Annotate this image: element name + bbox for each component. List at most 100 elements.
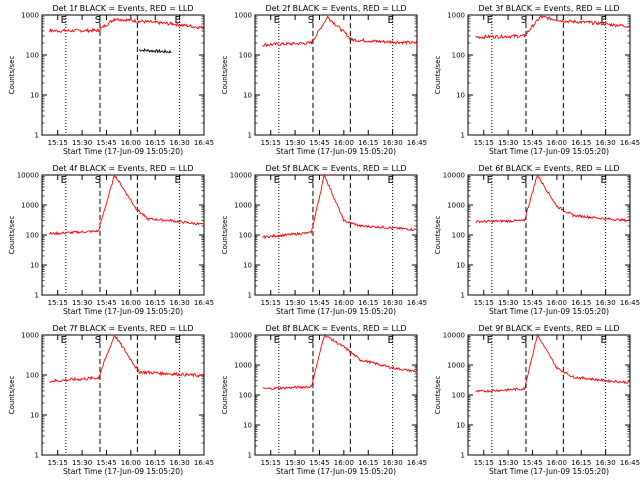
x-tick-label: 16:30 — [383, 139, 403, 147]
marker-label: E — [274, 175, 280, 186]
x-tick-label: 15:30 — [498, 299, 518, 307]
y-axis-label: Counts/sec — [434, 56, 442, 95]
marker-label: S — [521, 335, 527, 346]
x-tick-label: 15:15 — [474, 299, 494, 307]
x-tick-label: 16:45 — [620, 139, 640, 147]
y-tick-label: 1000 — [447, 12, 465, 20]
y-axis-label: Counts/sec — [8, 56, 16, 95]
x-tick-label: 16:15 — [145, 139, 165, 147]
x-tick-label: 16:00 — [334, 139, 354, 147]
marker-label: E — [61, 15, 67, 26]
y-tick-label: 10000 — [230, 172, 252, 180]
x-tick-label: 15:30 — [498, 459, 518, 467]
x-tick-label: 16:00 — [121, 139, 141, 147]
x-tick-label: 16:15 — [145, 459, 165, 467]
marker-label: E — [487, 175, 493, 186]
marker-label: S — [521, 175, 527, 186]
x-tick-label: 15:45 — [309, 299, 329, 307]
x-tick-label: 15:30 — [72, 299, 92, 307]
x-tick-label: 15:15 — [261, 299, 281, 307]
plot-frame — [254, 14, 418, 136]
series-lld-line — [49, 17, 205, 34]
plot-frame — [41, 334, 205, 456]
panel-2: Det 2f BLACK = Events, RED = LLD 1 10 100 10… — [221, 4, 427, 156]
y-axis-label: Counts/sec — [8, 376, 16, 415]
x-tick-label: 16:15 — [145, 299, 165, 307]
series-lld-line — [49, 174, 205, 236]
y-tick-label: 100 — [26, 372, 39, 380]
series-events-line — [138, 48, 172, 54]
series-lld-line — [262, 174, 417, 240]
x-tick-label: 16:45 — [194, 139, 214, 147]
x-tick-label: 16:30 — [596, 459, 616, 467]
panel-title: Det 6f BLACK = Events, RED = LLD — [478, 164, 619, 173]
x-axis-label: Start Time (17-Jun-09 15:05:20) — [489, 467, 609, 476]
x-tick-label: 16:45 — [407, 459, 427, 467]
x-tick-label: 16:30 — [170, 459, 190, 467]
y-tick-label: 1 — [248, 292, 252, 300]
y-tick-label: 1000 — [447, 362, 465, 370]
x-tick-label: 15:15 — [48, 299, 68, 307]
y-tick-label: 100 — [452, 52, 465, 60]
y-tick-label: 10000 — [17, 172, 39, 180]
x-axis-label: Start Time (17-Jun-09 15:05:20) — [276, 307, 396, 316]
x-tick-label: 15:30 — [285, 459, 305, 467]
panel-7: Det 7f BLACK = Events, RED = LLD 1 10 100 10… — [8, 324, 214, 476]
x-axis-label: Start Time (17-Jun-09 15:05:20) — [63, 147, 183, 156]
y-tick-label: 10 — [30, 92, 39, 100]
x-axis-label: Start Time (17-Jun-09 15:05:20) — [276, 147, 396, 156]
y-tick-label: 1000 — [21, 332, 39, 340]
marker-label: S — [308, 175, 314, 186]
panel-8: Det 8f BLACK = Events, RED = LLD 1 10 100 10… — [221, 324, 427, 476]
panel-title: Det 2f BLACK = Events, RED = LLD — [265, 4, 406, 13]
panel-title: Det 1f BLACK = Events, RED = LLD — [52, 4, 193, 13]
x-axis-label: Start Time (17-Jun-09 15:05:20) — [63, 307, 183, 316]
marker-label: E — [600, 175, 606, 186]
y-axis-label: Counts/sec — [221, 376, 229, 415]
x-tick-label: 16:00 — [547, 459, 567, 467]
x-tick-label: 15:30 — [498, 139, 518, 147]
panel-title: Det 3f BLACK = Events, RED = LLD — [478, 4, 619, 13]
x-tick-label: 15:15 — [48, 139, 68, 147]
marker-label: E — [487, 15, 493, 26]
x-axis-label: Start Time (17-Jun-09 15:05:20) — [276, 467, 396, 476]
marker-label: S — [95, 15, 101, 26]
y-tick-label: 1000 — [234, 362, 252, 370]
series-lld-line — [475, 174, 631, 224]
x-tick-label: 16:15 — [571, 459, 591, 467]
x-tick-label: 16:15 — [358, 139, 378, 147]
y-tick-label: 1 — [35, 132, 39, 140]
y-tick-label: 10000 — [443, 332, 465, 340]
marker-label: E — [274, 335, 280, 346]
x-tick-label: 16:45 — [407, 139, 427, 147]
y-tick-label: 100 — [239, 392, 252, 400]
x-tick-label: 15:45 — [96, 299, 116, 307]
marker-label: S — [308, 15, 314, 26]
y-tick-label: 1000 — [234, 12, 252, 20]
x-tick-label: 16:30 — [383, 459, 403, 467]
x-tick-label: 16:30 — [170, 299, 190, 307]
marker-label: E — [387, 175, 393, 186]
plot-frame — [41, 14, 205, 136]
x-tick-label: 16:00 — [547, 299, 567, 307]
y-tick-label: 100 — [26, 52, 39, 60]
y-tick-label: 1 — [461, 292, 465, 300]
marker-label: E — [600, 15, 606, 26]
series-lld-line — [49, 334, 205, 384]
y-tick-label: 100 — [26, 232, 39, 240]
x-tick-label: 15:30 — [285, 139, 305, 147]
x-tick-label: 16:00 — [121, 459, 141, 467]
x-tick-label: 16:15 — [571, 299, 591, 307]
x-axis-label: Start Time (17-Jun-09 15:05:20) — [63, 467, 183, 476]
marker-label: E — [174, 15, 180, 26]
x-tick-label: 16:00 — [334, 459, 354, 467]
y-tick-label: 100 — [239, 52, 252, 60]
series-lld-line — [262, 333, 418, 391]
x-tick-label: 15:45 — [96, 139, 116, 147]
marker-label: S — [95, 175, 101, 186]
y-tick-label: 1 — [35, 452, 39, 460]
y-tick-label: 100 — [452, 392, 465, 400]
marker-label: E — [274, 15, 280, 26]
x-tick-label: 16:00 — [121, 299, 141, 307]
x-tick-label: 16:45 — [194, 299, 214, 307]
